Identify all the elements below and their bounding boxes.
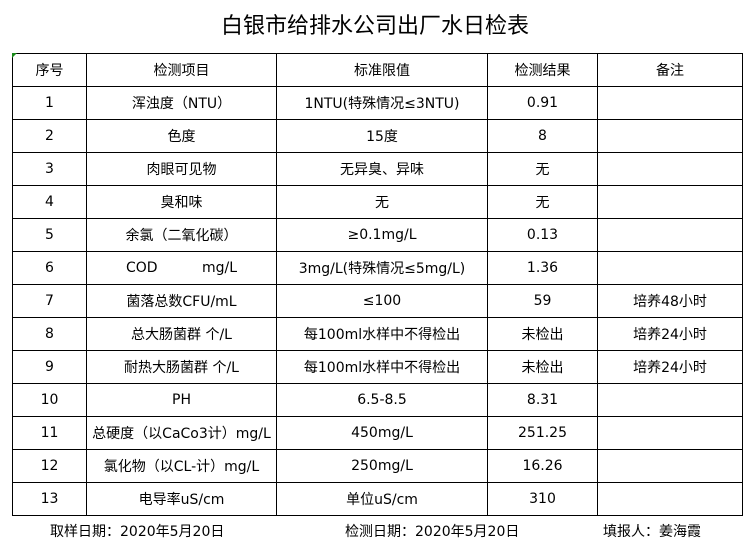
title: 白银市给排水公司出厂水日检表 (220, 14, 529, 39)
data-row: 8 总大肠菌群 个/L 每100ml水样中不得检出 未检出 培养24小时 (12, 317, 743, 351)
cell: 4 (12, 185, 87, 219)
cell: 备注 (597, 53, 743, 87)
cell: 无 (487, 152, 598, 186)
cell (597, 449, 743, 483)
data-row: 12 氯化物（以CL-计）mg/L 250mg/L 16.26 (12, 449, 743, 483)
cell: 16.26 (487, 449, 598, 483)
data-row: 13 电导率uS/cm 单位uS/cm 310 (12, 482, 743, 516)
data-row: 1 浑浊度（NTU） 1NTU(特殊情况≤3NTU) 0.91 (12, 86, 743, 120)
data-row: 11 总硬度（以CaCo3计）mg/L 450mg/L 251.25 (12, 416, 743, 450)
cell: 无 (276, 185, 488, 219)
cell: 未检出 (487, 317, 598, 351)
cell: 标准限值 (276, 53, 488, 87)
cell: 培养24小时 (597, 317, 743, 351)
cell: 浑浊度（NTU） (86, 86, 277, 120)
cell: 310 (487, 482, 598, 516)
cell: 9 (12, 350, 87, 384)
cell: 2 (12, 119, 87, 153)
cell: 7 (12, 284, 87, 318)
cell: 培养24小时 (597, 350, 743, 384)
cell: 菌落总数CFU/mL (86, 284, 277, 318)
data-row: 10 PH 6.5-8.5 8.31 (12, 383, 743, 417)
cell (597, 416, 743, 450)
test-date: 检测日期：2020年5月20日 (345, 524, 520, 540)
data-row: 2 色度 15度 8 (12, 119, 743, 153)
cell: 13 (12, 482, 87, 516)
inspection-table: 序号 检测项目 标准限值 检测结果 备注 1 浑浊度（NTU） 1NTU(特殊情况≤3NTU)… (12, 53, 743, 516)
cell (597, 119, 743, 153)
cell: 0.13 (487, 218, 598, 252)
data-row: 6 COD mg/L 3mg/L(特殊情况≤5mg/L) 1.36 (12, 251, 743, 285)
cell: 电导率uS/cm (86, 482, 277, 516)
cell (597, 482, 743, 516)
cell: 59 (487, 284, 598, 318)
sample-date: 取样日期：2020年5月20日 (50, 524, 225, 540)
cell: 8.31 (487, 383, 598, 417)
cell: ≤100 (276, 284, 488, 318)
cell: 每100ml水样中不得检出 (276, 317, 488, 351)
cell: 8 (487, 119, 598, 153)
cell: 12 (12, 449, 87, 483)
cell (597, 86, 743, 120)
reporter: 填报人：姜海霞 (603, 524, 701, 540)
cell: 0.91 (487, 86, 598, 120)
cell: 8 (12, 317, 87, 351)
cell: 未检出 (487, 350, 598, 384)
cell: ≥0.1mg/L (276, 218, 488, 252)
cell: 无异臭、异味 (276, 152, 488, 186)
cell: 单位uS/cm (276, 482, 488, 516)
cell: 检测结果 (487, 53, 598, 87)
cell: 总大肠菌群 个/L (86, 317, 277, 351)
data-row: 3 肉眼可见物 无异臭、异味无 (12, 152, 743, 186)
cell: 15度 (276, 119, 488, 153)
cell (597, 185, 743, 219)
cell: 6 (12, 251, 87, 285)
data-row: 7 菌落总数CFU/mL ≤100 59 培养48小时 (12, 284, 743, 318)
cell: 每100ml水样中不得检出 (276, 350, 488, 384)
cell: 总硬度（以CaCo3计）mg/L (86, 416, 277, 450)
cell: 3 (12, 152, 87, 186)
cell: PH (86, 383, 277, 417)
cell: 251.25 (487, 416, 598, 450)
cell: 10 (12, 383, 87, 417)
cell: 3mg/L(特殊情况≤5mg/L) (276, 251, 488, 285)
cell: 培养48小时 (597, 284, 743, 318)
data-row: 9 耐热大肠菌群 个/L 每100ml水样中不得检出 未检出 培养24小时 (12, 350, 743, 384)
cell: 1 (12, 86, 87, 120)
cell (597, 383, 743, 417)
cell: 余氯（二氧化碳） (86, 218, 277, 252)
cell: 肉眼可见物 (86, 152, 277, 186)
data-row: 4 臭和味无无 (12, 185, 743, 219)
cell: 氯化物（以CL-计）mg/L (86, 449, 277, 483)
cell (597, 152, 743, 186)
cell: 11 (12, 416, 87, 450)
data-row: 5 余氯（二氧化碳） ≥0.1mg/L 0.13 (12, 218, 743, 252)
cell (597, 218, 743, 252)
cell: 450mg/L (276, 416, 488, 450)
cell: COD mg/L (86, 251, 277, 285)
cell: 250mg/L (276, 449, 488, 483)
cell: 1.36 (487, 251, 598, 285)
cell: 无 (487, 185, 598, 219)
cell: 5 (12, 218, 87, 252)
cell-marker (12, 53, 17, 58)
cell: 色度 (86, 119, 277, 153)
cell: 6.5-8.5 (276, 383, 488, 417)
cell (597, 251, 743, 285)
cell: 检测项目 (86, 53, 277, 87)
cell: 臭和味 (86, 185, 277, 219)
cell: 1NTU(特殊情况≤3NTU) (276, 86, 488, 120)
header-row: 序号 检测项目 标准限值 检测结果 备注 (12, 53, 743, 87)
cell: 耐热大肠菌群 个/L (86, 350, 277, 384)
cell: 序号 (12, 53, 87, 87)
